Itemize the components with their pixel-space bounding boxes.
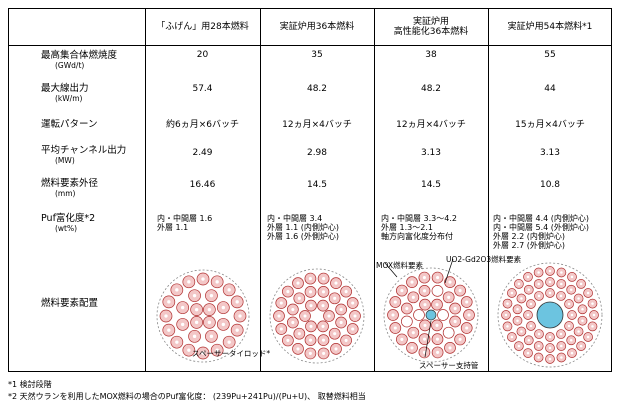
diagram-demo-54: [497, 262, 603, 368]
footnote-1: *1 検討段階: [8, 380, 52, 389]
value-channel-power-demo54: 3.13: [539, 148, 561, 158]
value-puf-demo36: 内・中間層 3.4 外層 1.1 (内側炉心) 外層 1.6 (外側炉心): [267, 214, 340, 241]
row-label-operation-pattern: 運転パターン: [41, 119, 98, 130]
row-label-linear-power: 最大線出力 (kW/m): [41, 83, 89, 104]
header-demo-54: 実証炉用54本燃料*1: [507, 22, 593, 32]
col-divider: [145, 9, 146, 371]
spacer-leader-line: [424, 320, 432, 358]
row-label-channel-power: 平均チャンネル出力 (MW): [41, 145, 127, 166]
center-spacer-tube: [425, 309, 437, 321]
value-puf-fugen: 内・中間層 1.6 外層 1.1: [157, 214, 213, 232]
diagram-fugen-28: [156, 269, 250, 363]
row-label-puf: Puf富化度*2 (wt%): [41, 213, 96, 234]
row-label-element-layout: 燃料要素配置: [41, 298, 99, 309]
value-burnup-advanced: 38: [425, 50, 437, 60]
header-fugen-28: 「ふげん」用28本燃料: [156, 22, 249, 32]
col-divider: [260, 9, 261, 371]
value-burnup-demo36: 35: [311, 50, 323, 60]
center-water-rod: [536, 301, 564, 329]
row-label-burnup: 最高集合体燃焼度 (GWd/t): [41, 50, 118, 71]
value-channel-power-demo36: 2.98: [306, 148, 328, 158]
pressure-tube-outline: [269, 268, 365, 364]
label-spacer-support-tube: スペーサー支持管: [419, 361, 479, 370]
value-burnup-fugen: 20: [196, 50, 209, 60]
fuel-comparison-table: 「ふげん」用28本燃料 実証炉用36本燃料 実証炉用 高性能化36本燃料 実証炉…: [8, 8, 612, 372]
value-diameter-demo36: 14.5: [306, 180, 328, 190]
value-operation-demo54: 15ヵ月×4バッチ: [515, 120, 585, 130]
value-diameter-demo54: 10.8: [539, 180, 561, 190]
value-operation-demo36: 12ヵ月×4バッチ: [282, 120, 352, 130]
value-puf-advanced: 内・中間層 3.3～4.2 外層 1.3～2.1 軸方向富化度分布付: [381, 214, 457, 241]
header-demo-36: 実証炉用36本燃料: [279, 22, 355, 32]
pressure-tube-outline: [497, 262, 603, 368]
label-uo2-gd-element: UO2-Gd2O3燃料要素: [446, 255, 522, 264]
value-channel-power-advanced: 3.13: [420, 148, 442, 158]
label-spacer-tie-rod: スペーサータイロッド*: [192, 349, 271, 358]
header-divider: [9, 45, 611, 46]
col-divider: [488, 9, 489, 371]
label-mox-element: MOX燃料要素: [376, 261, 424, 270]
mox-leader-line: [384, 262, 398, 278]
header-demo-advanced-36: 実証炉用 高性能化36本燃料: [393, 17, 469, 37]
value-operation-fugen: 約6ヵ月×6バッチ: [166, 120, 239, 130]
pressure-tube-outline: [383, 267, 479, 363]
col-divider: [374, 9, 375, 371]
value-linear-power-advanced: 48.2: [420, 84, 442, 94]
value-diameter-advanced: 14.5: [420, 180, 442, 190]
value-burnup-demo54: 55: [544, 50, 556, 60]
value-puf-demo54: 内・中間層 4.4 (内側炉心) 内・中間層 5.4 (外側炉心) 外層 2.2…: [493, 214, 590, 250]
diagram-demo-advanced-36: [383, 258, 479, 363]
value-linear-power-fugen: 57.4: [192, 84, 213, 94]
row-label-element-diameter: 燃料要素外径 (mm): [41, 178, 99, 199]
value-linear-power-demo36: 48.2: [306, 84, 328, 94]
value-operation-advanced: 12ヵ月×4バッチ: [396, 120, 466, 130]
value-channel-power-fugen: 2.49: [192, 148, 213, 158]
value-linear-power-demo54: 44: [544, 84, 556, 94]
value-diameter-fugen: 16.46: [189, 180, 216, 190]
pressure-tube-outline: [156, 269, 250, 363]
uo2-leader-line: [444, 258, 454, 284]
diagram-demo-36: [269, 268, 365, 364]
footnote-2: *2 天然ウランを利用したMOX燃料の場合のPuf富化度： (239Pu+241…: [8, 392, 366, 401]
